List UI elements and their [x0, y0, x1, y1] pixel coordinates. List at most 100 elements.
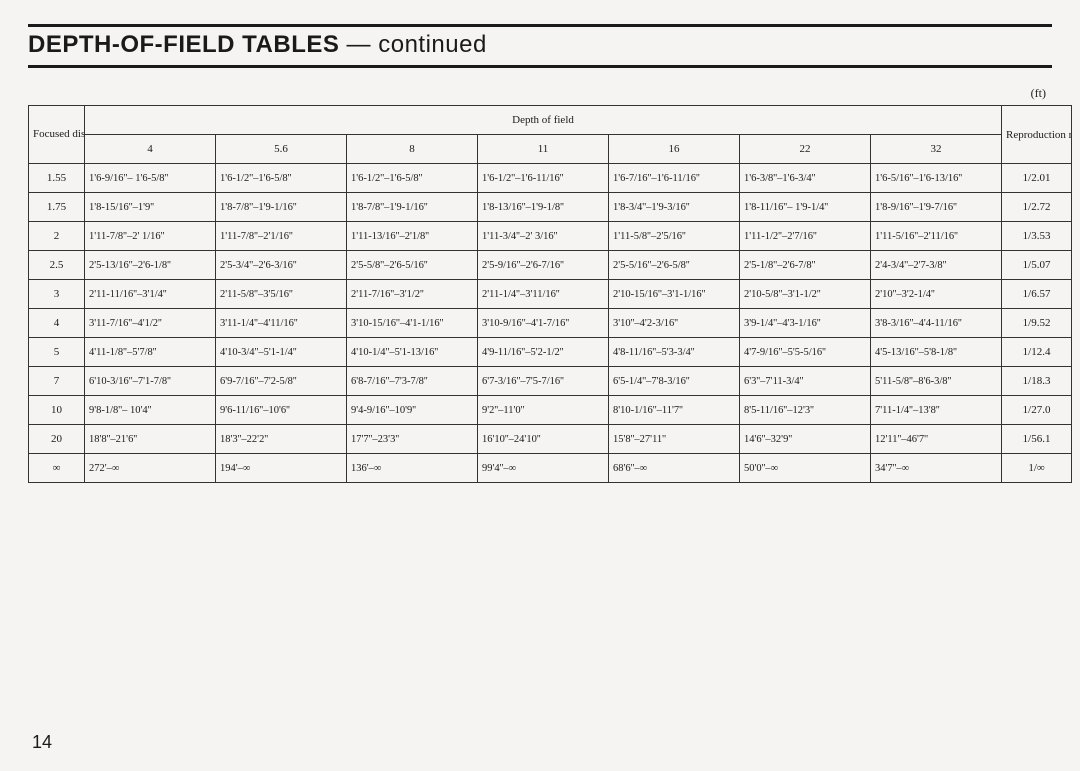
dof-cell: 1'11-13/16''–2'1/8'' [347, 222, 478, 251]
top-rule [28, 24, 1052, 27]
dof-cell: 1'11-5/8''–2'5/16'' [609, 222, 740, 251]
aperture-header: 8 [347, 135, 478, 164]
dof-cell: 17'7''–23'3'' [347, 425, 478, 454]
dof-cell: 3'10-15/16''–4'1-1/16'' [347, 309, 478, 338]
reproduction-ratio-cell: 1/6.57 [1002, 280, 1072, 309]
reproduction-ratio-cell: 1/12.4 [1002, 338, 1072, 367]
focused-distance-cell: 3 [29, 280, 85, 309]
reproduction-ratio-cell: 1/9.52 [1002, 309, 1072, 338]
dof-cell: 2'10''–3'2-1/4'' [871, 280, 1002, 309]
depth-of-field-table: Focused distance Depth of field Reproduc… [28, 105, 1072, 483]
dof-cell: 9'2''–11'0'' [478, 396, 609, 425]
table-row: 1.75 1'8-15/16''–1'9'' 1'8-7/8''–1'9-1/1… [29, 193, 1072, 222]
dof-cell: 68'6''–∞ [609, 454, 740, 483]
reproduction-ratio-cell: 1/56.1 [1002, 425, 1072, 454]
dof-cell: 2'5-3/4''–2'6-3/16'' [216, 251, 347, 280]
table-row: 7 6'10-3/16''–7'1-7/8'' 6'9-7/16''–7'2-5… [29, 367, 1072, 396]
focused-distance-cell: 5 [29, 338, 85, 367]
dof-cell: 9'8-1/8''– 10'4'' [85, 396, 216, 425]
dof-cell: 6'9-7/16''–7'2-5/8'' [216, 367, 347, 396]
table-row: 5 4'11-1/8''–5'7/8'' 4'10-3/4''–5'1-1/4'… [29, 338, 1072, 367]
reproduction-ratio-cell: 1/2.01 [1002, 164, 1072, 193]
dof-cell: 3'11-7/16''–4'1/2'' [85, 309, 216, 338]
dof-cell: 2'5-1/8''–2'6-7/8'' [740, 251, 871, 280]
table-row: 2 1'11-7/8''–2' 1/16'' 1'11-7/8''–2'1/16… [29, 222, 1072, 251]
reproduction-ratio-cell: 1/3.53 [1002, 222, 1072, 251]
focused-distance-cell: 4 [29, 309, 85, 338]
dof-cell: 1'6-3/8''–1'6-3/4'' [740, 164, 871, 193]
dof-cell: 3'9-1/4''–4'3-1/16'' [740, 309, 871, 338]
dof-cell: 50'0''–∞ [740, 454, 871, 483]
dof-cell: 2'11-7/16''–3'1/2'' [347, 280, 478, 309]
table-row: 20 18'8''–21'6'' 18'3''–22'2'' 17'7''–23… [29, 425, 1072, 454]
dof-cell: 1'6-7/16''–1'6-11/16'' [609, 164, 740, 193]
dof-cell: 1'11-7/8''–2' 1/16'' [85, 222, 216, 251]
aperture-header: 32 [871, 135, 1002, 164]
dof-cell: 4'7-9/16''–5'5-5/16'' [740, 338, 871, 367]
aperture-header: 5.6 [216, 135, 347, 164]
focused-distance-cell: ∞ [29, 454, 85, 483]
dof-cell: 4'5-13/16''–5'8-1/8'' [871, 338, 1002, 367]
dof-cell: 1'6-1/2''–1'6-5/8'' [216, 164, 347, 193]
dof-cell: 34'7''–∞ [871, 454, 1002, 483]
table-row: 1.55 1'6-9/16''– 1'6-5/8'' 1'6-1/2''–1'6… [29, 164, 1072, 193]
dof-cell: 1'6-9/16''– 1'6-5/8'' [85, 164, 216, 193]
unit-label: (ft) [28, 86, 1046, 101]
dof-cell: 2'10-15/16''–3'1-1/16'' [609, 280, 740, 309]
dof-cell: 1'8-9/16''–1'9-7/16'' [871, 193, 1002, 222]
dof-cell: 4'9-11/16''–5'2-1/2'' [478, 338, 609, 367]
table-head: Focused distance Depth of field Reproduc… [29, 106, 1072, 164]
table-row: 10 9'8-1/8''– 10'4'' 9'6-11/16''–10'6'' … [29, 396, 1072, 425]
dof-cell: 2'5-13/16''–2'6-1/8'' [85, 251, 216, 280]
table-row: 2.5 2'5-13/16''–2'6-1/8'' 2'5-3/4''–2'6-… [29, 251, 1072, 280]
page: DEPTH-OF-FIELD TABLES — continued (ft) F… [0, 0, 1080, 771]
dof-cell: 6'10-3/16''–7'1-7/8'' [85, 367, 216, 396]
dof-cell: 18'3''–22'2'' [216, 425, 347, 454]
dof-cell: 5'11-5/8''–8'6-3/8'' [871, 367, 1002, 396]
aperture-header: 4 [85, 135, 216, 164]
dof-cell: 1'8-15/16''–1'9'' [85, 193, 216, 222]
reproduction-ratio-cell: 1/18.3 [1002, 367, 1072, 396]
title-dash: — [339, 31, 378, 58]
dof-cell: 1'11-7/8''–2'1/16'' [216, 222, 347, 251]
dof-cell: 6'7-3/16''–7'5-7/16'' [478, 367, 609, 396]
dof-cell: 15'8''–27'11'' [609, 425, 740, 454]
dof-cell: 3'8-3/16''–4'4-11/16'' [871, 309, 1002, 338]
table-row: ∞ 272'–∞ 194'–∞ 136'–∞ 99'4''–∞ 68'6''–∞… [29, 454, 1072, 483]
title-main: DEPTH-OF-FIELD TABLES [28, 31, 339, 58]
dof-cell: 6'8-7/16''–7'3-7/8'' [347, 367, 478, 396]
dof-cell: 1'8-11/16''– 1'9-1/4'' [740, 193, 871, 222]
aperture-header: 16 [609, 135, 740, 164]
page-number: 14 [32, 732, 52, 753]
dof-cell: 2'11-1/4''–3'11/16'' [478, 280, 609, 309]
col-header-reproduction-ratio: Reproduction ratio [1002, 106, 1072, 164]
reproduction-ratio-cell: 1/27.0 [1002, 396, 1072, 425]
dof-cell: 1'11-5/16''–2'11/16'' [871, 222, 1002, 251]
reproduction-ratio-cell: 1/∞ [1002, 454, 1072, 483]
dof-cell: 194'–∞ [216, 454, 347, 483]
dof-cell: 2'5-5/8''–2'6-5/16'' [347, 251, 478, 280]
col-header-focused-distance: Focused distance [29, 106, 85, 164]
dof-cell: 2'11-11/16''–3'1/4'' [85, 280, 216, 309]
dof-cell: 272'–∞ [85, 454, 216, 483]
dof-cell: 99'4''–∞ [478, 454, 609, 483]
dof-cell: 2'4-3/4''–2'7-3/8'' [871, 251, 1002, 280]
dof-cell: 8'5-11/16''–12'3'' [740, 396, 871, 425]
focused-distance-cell: 7 [29, 367, 85, 396]
dof-cell: 9'4-9/16''–10'9'' [347, 396, 478, 425]
aperture-header: 11 [478, 135, 609, 164]
reproduction-ratio-cell: 1/2.72 [1002, 193, 1072, 222]
dof-cell: 1'8-7/8''–1'9-1/16'' [347, 193, 478, 222]
table-row: 4 3'11-7/16''–4'1/2'' 3'11-1/4''–4'11/16… [29, 309, 1072, 338]
page-title: DEPTH-OF-FIELD TABLES — continued [28, 31, 1052, 59]
table-row: 3 2'11-11/16''–3'1/4'' 2'11-5/8''–3'5/16… [29, 280, 1072, 309]
focused-distance-cell: 1.75 [29, 193, 85, 222]
dof-cell: 4'10-1/4''–5'1-13/16'' [347, 338, 478, 367]
dof-cell: 3'11-1/4''–4'11/16'' [216, 309, 347, 338]
focused-distance-cell: 1.55 [29, 164, 85, 193]
dof-cell: 136'–∞ [347, 454, 478, 483]
dof-cell: 6'3''–7'11-3/4'' [740, 367, 871, 396]
dof-cell: 1'8-13/16''–1'9-1/8'' [478, 193, 609, 222]
focused-distance-cell: 20 [29, 425, 85, 454]
dof-cell: 4'10-3/4''–5'1-1/4'' [216, 338, 347, 367]
